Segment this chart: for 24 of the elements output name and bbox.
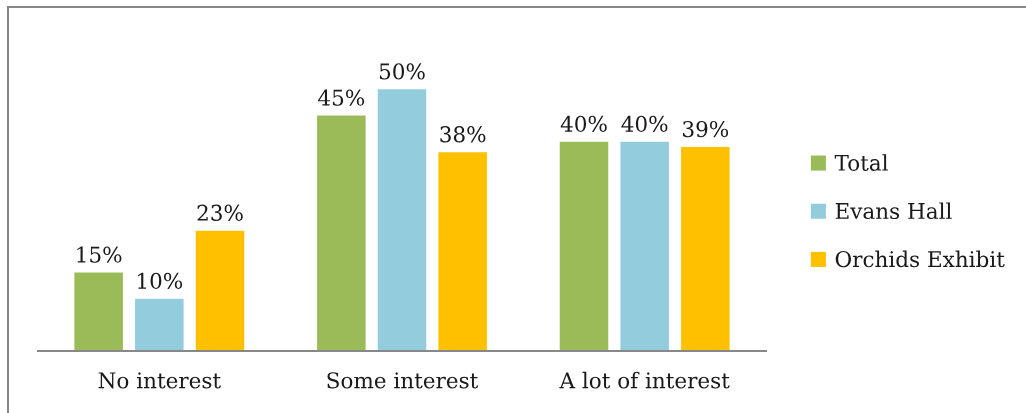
x-tick-label: No interest — [98, 372, 221, 389]
data-label: 45% — [318, 89, 365, 106]
bar — [681, 146, 730, 351]
bar — [317, 115, 366, 351]
data-label: 40% — [560, 115, 607, 132]
bar — [559, 141, 609, 351]
data-label: 38% — [440, 126, 486, 143]
bar — [438, 152, 487, 351]
legend-label: Total — [834, 154, 888, 171]
bar — [377, 89, 427, 351]
legend-label: Orchids Exhibit — [835, 250, 1005, 268]
data-label: 50% — [379, 63, 425, 80]
legend-label: Evans Hall — [835, 202, 952, 220]
bar — [74, 272, 123, 351]
bar — [195, 230, 245, 351]
x-tick-label: Some interest — [327, 372, 479, 389]
x-tick-label: A lot of interest — [559, 371, 730, 389]
data-label: 39% — [683, 120, 729, 138]
data-label: 40% — [621, 115, 668, 132]
bar — [620, 141, 669, 351]
data-label: 15% — [77, 246, 122, 263]
bar — [135, 298, 184, 351]
data-label: 23% — [197, 204, 243, 221]
data-label: 10% — [138, 272, 183, 289]
